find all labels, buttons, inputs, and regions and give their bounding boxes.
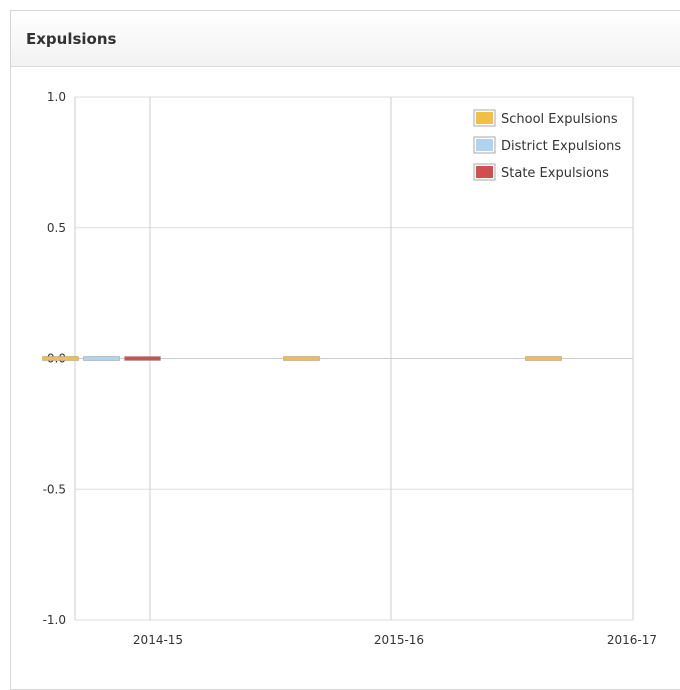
bar: [124, 356, 161, 361]
bar: [283, 356, 320, 361]
legend-label: School Expulsions: [501, 112, 618, 127]
y-tick-label: -0.5: [43, 482, 66, 496]
expulsions-panel: Expulsions: [10, 10, 680, 690]
x-tick-label: 2015-16: [374, 633, 424, 647]
y-tick-label: 1.0: [47, 90, 66, 104]
y-tick-label: -1.0: [43, 613, 66, 627]
legend-label: State Expulsions: [501, 166, 609, 181]
panel-title: Expulsions: [26, 30, 117, 48]
legend-label: District Expulsions: [501, 139, 621, 154]
x-tick-label: 2014-15: [133, 633, 183, 647]
panel-header: Expulsions: [11, 11, 680, 67]
legend-swatch: [476, 139, 493, 151]
bar: [42, 356, 79, 361]
bar: [525, 356, 562, 361]
y-tick-label: 0.5: [47, 221, 66, 235]
legend-swatch: [476, 112, 493, 124]
bar: [83, 356, 120, 361]
x-tick-label: 2016-17: [607, 633, 657, 647]
legend-swatch: [476, 166, 493, 178]
expulsions-chart: 1.00.50.0-0.5-1.02014-152015-162016-17Sc…: [42, 90, 657, 647]
